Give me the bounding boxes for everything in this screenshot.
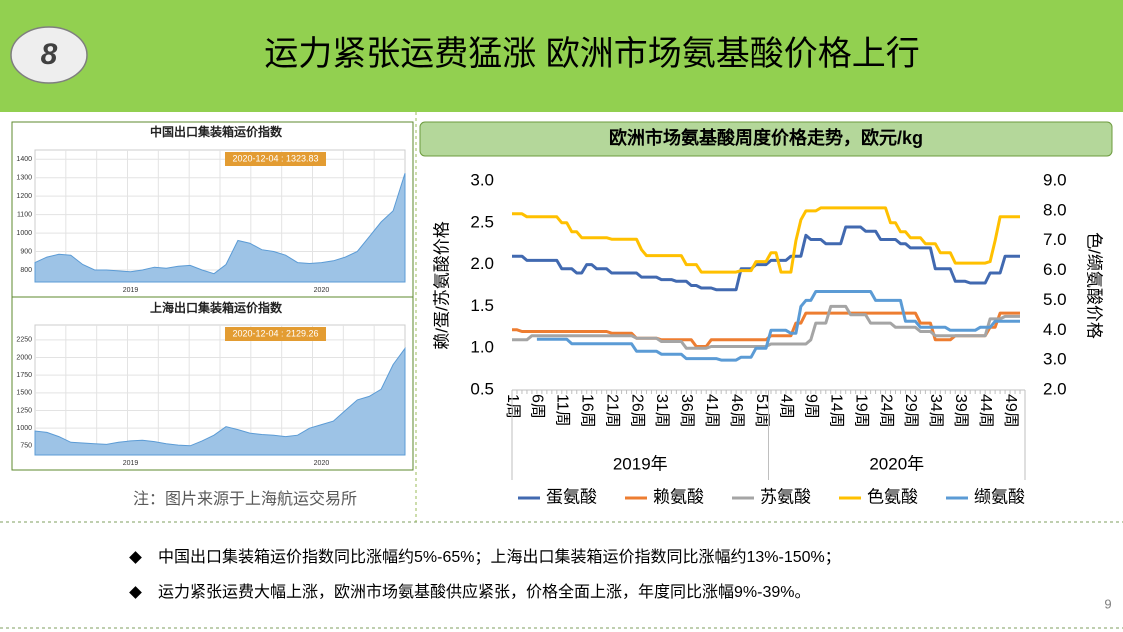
area	[34, 346, 406, 456]
x-tick-label: 16周	[578, 394, 595, 428]
x-tick-label: 36周	[678, 394, 695, 428]
group-label: 2019年	[613, 454, 668, 473]
chart-title: 欧洲市场氨基酸周度价格走势，欧元/kg	[609, 127, 923, 148]
y2-tick-label: 3.0	[1043, 350, 1067, 369]
legend-label: 蛋氨酸	[546, 487, 597, 506]
header-band	[0, 0, 1123, 112]
x-tick-label: 19周	[852, 394, 869, 428]
bullet-text: 中国出口集装箱运价指数同比涨幅约5%-65%；上海出口集装箱运价指数同比涨幅约1…	[158, 548, 841, 566]
x-tick-label: 9周	[803, 394, 820, 419]
x-tick-label: 41周	[703, 394, 720, 428]
y-tick-label: 2.5	[470, 212, 494, 231]
y-tick-label: 1.5	[470, 296, 494, 315]
badge-number: 8	[41, 38, 58, 71]
y-tick-label: 3.0	[470, 170, 494, 189]
slide-title: 运力紧张运费猛涨 欧洲市场氨基酸价格上行	[264, 35, 919, 73]
y-tick-label: 1750	[16, 372, 32, 379]
y2-tick-label: 8.0	[1043, 200, 1067, 219]
x-tick-label: 2019	[123, 460, 139, 467]
y-tick-label: 750	[20, 443, 32, 450]
y2-axis-title: 色/缬氨酸价格	[1085, 232, 1104, 339]
y2-tick-label: 2.0	[1043, 379, 1067, 398]
y-tick-label: 1.0	[470, 338, 494, 357]
series-line	[512, 311, 1020, 348]
series-line	[536, 290, 1020, 362]
chart-title-box	[419, 121, 1113, 157]
y-tick-label: 800	[20, 267, 32, 274]
x-tick-label: 24周	[877, 394, 894, 428]
y2-tick-label: 7.0	[1043, 230, 1067, 249]
y-axis-title: 赖/蛋/苏氨酸价格	[432, 221, 451, 349]
legend-label: 缬氨酸	[974, 487, 1025, 506]
y-tick-label: 2250	[16, 337, 32, 344]
x-tick-label: 2019	[123, 287, 139, 294]
area	[34, 173, 406, 283]
x-tick-label: 4周	[778, 394, 795, 419]
chart-title: 中国出口集装箱运价指数	[150, 124, 283, 139]
annotation-box	[225, 327, 326, 341]
y-tick-label: 1000	[16, 425, 32, 432]
badge	[10, 26, 88, 84]
x-tick-label: 49周	[1002, 394, 1019, 428]
y-tick-label: 1250	[16, 407, 32, 414]
x-tick-label: 14周	[828, 394, 845, 428]
y-tick-label: 1200	[16, 193, 32, 200]
legend-label: 色氨酸	[867, 487, 918, 506]
x-tick-label: 2020	[314, 287, 330, 294]
chart-title: 上海出口集装箱运价指数	[150, 300, 283, 315]
y2-tick-label: 4.0	[1043, 320, 1067, 339]
legend-label: 苏氨酸	[760, 487, 811, 506]
annotation: 2020-12-04 : 1323.83	[232, 153, 318, 163]
x-tick-label: 21周	[603, 394, 620, 428]
x-tick-label: 46周	[728, 394, 745, 428]
y-tick-label: 1300	[16, 175, 32, 182]
x-tick-label: 34周	[927, 394, 944, 428]
x-tick-label: 26周	[628, 394, 645, 428]
y-tick-label: 1000	[16, 230, 32, 237]
bullet-icon	[129, 586, 142, 599]
group-label: 2020年	[869, 454, 924, 473]
legend-label: 赖氨酸	[653, 487, 704, 506]
y-tick-label: 0.5	[470, 379, 494, 398]
y-tick-label: 1500	[16, 390, 32, 397]
y-tick-label: 2000	[16, 354, 32, 361]
x-tick-label: 51周	[753, 394, 770, 428]
y-tick-label: 2.0	[470, 254, 494, 273]
annotation: 2020-12-04 : 2129.26	[232, 328, 318, 338]
y2-tick-label: 6.0	[1043, 260, 1067, 279]
annotation-box	[225, 152, 326, 166]
y-tick-label: 900	[20, 248, 32, 255]
x-tick-label: 2020	[314, 460, 330, 467]
bullet-icon	[129, 551, 142, 564]
series-line	[512, 206, 1020, 274]
y2-tick-label: 9.0	[1043, 170, 1067, 189]
series-line	[512, 225, 1020, 292]
y-tick-label: 1100	[17, 211, 32, 218]
source-note: 注：图片来源于上海航运交易所	[133, 490, 357, 508]
x-tick-label: 6周	[529, 394, 546, 419]
x-tick-label: 44周	[977, 394, 994, 428]
x-tick-label: 31周	[653, 394, 670, 428]
x-tick-label: 11周	[554, 394, 571, 427]
y-tick-label: 1400	[16, 156, 32, 163]
x-tick-label: 39周	[952, 394, 969, 428]
x-tick-label: 29周	[902, 394, 919, 428]
bullet-text: 运力紧张运费大幅上涨，欧洲市场氨基酸供应紧张，价格全面上涨，年度同比涨幅9%-3…	[158, 582, 810, 601]
y2-tick-label: 5.0	[1043, 290, 1067, 309]
page-number: 9	[1104, 596, 1111, 611]
